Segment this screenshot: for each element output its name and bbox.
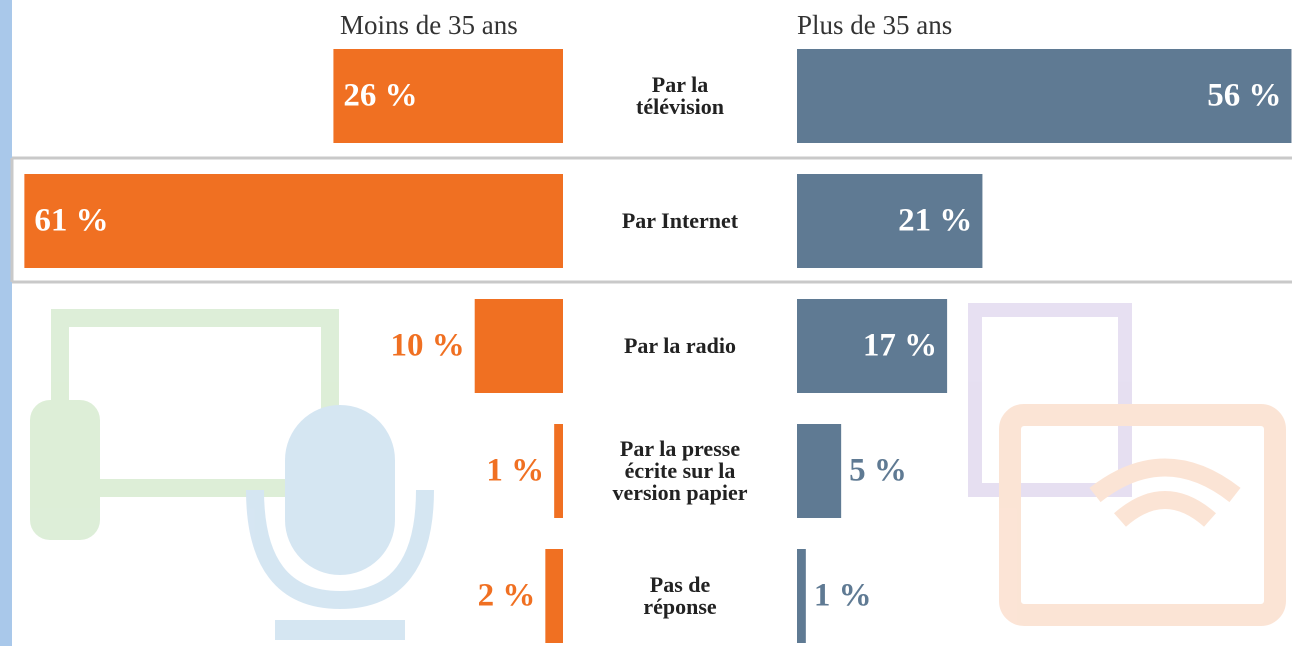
mic-icon (285, 405, 395, 575)
value-label: 1 % (486, 453, 544, 489)
bar (797, 174, 983, 268)
value-label: 26 % (343, 78, 417, 114)
bar (474, 299, 563, 393)
value-label: 21 % (898, 203, 972, 239)
category-label: Par la presse écrite sur la version papi… (612, 436, 748, 505)
bar (24, 174, 564, 268)
bar (797, 424, 842, 518)
bar (797, 49, 1292, 143)
category-label: Par la télévision (636, 72, 724, 119)
background-icons (30, 303, 1286, 640)
bar (797, 299, 948, 393)
value-label: 61 % (34, 203, 108, 239)
value-label: 10 % (390, 328, 464, 364)
bar (333, 49, 563, 143)
mic-stand (246, 489, 434, 610)
bar (545, 549, 563, 643)
legend-right: Plus de 35 ans (797, 10, 953, 40)
wifi-icon (1089, 458, 1241, 527)
category-label: Par Internet (621, 208, 739, 233)
value-label: 17 % (863, 328, 937, 364)
remote-icon (30, 400, 100, 540)
bar (797, 549, 806, 643)
bar (554, 424, 563, 518)
category-label: Pas de réponse (643, 572, 717, 619)
newspaper-icon (968, 303, 1132, 497)
mic-base (275, 620, 405, 640)
value-label: 1 % (814, 578, 872, 614)
legend-left: Moins de 35 ans (340, 10, 518, 40)
value-label: 2 % (478, 578, 536, 614)
value-label: 5 % (849, 453, 907, 489)
category-label: Par la radio (623, 333, 737, 358)
laptop-icon (999, 404, 1286, 626)
row-frame (10, 156, 1292, 284)
tv-icon (51, 309, 339, 497)
value-label: 56 % (1207, 78, 1281, 114)
side-strip (0, 0, 12, 646)
